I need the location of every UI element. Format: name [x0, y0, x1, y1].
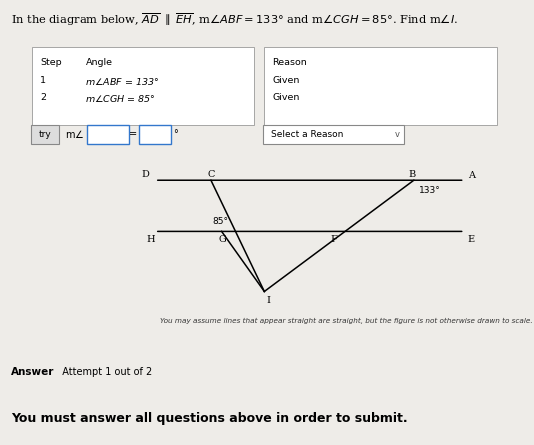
- Text: You may assume lines that appear straight are straight, but the figure is not ot: You may assume lines that appear straigh…: [160, 318, 533, 324]
- Text: v: v: [394, 130, 399, 139]
- Text: m$\angle CGH$ = 85°: m$\angle CGH$ = 85°: [85, 93, 156, 105]
- Text: Select a Reason: Select a Reason: [271, 130, 343, 139]
- Text: In the diagram below, $\overline{AD}$ $\parallel$ $\overline{EH}$, m$\angle ABF : In the diagram below, $\overline{AD}$ $\…: [11, 11, 458, 28]
- Text: =: =: [129, 129, 138, 139]
- Text: Reason: Reason: [272, 58, 307, 67]
- Text: Given: Given: [272, 76, 300, 85]
- Text: Angle: Angle: [85, 58, 113, 67]
- Text: try: try: [38, 130, 51, 139]
- Text: C: C: [207, 170, 215, 179]
- Text: E: E: [467, 235, 474, 244]
- Bar: [264, 47, 497, 125]
- Text: m$\angle$: m$\angle$: [65, 129, 84, 140]
- FancyBboxPatch shape: [87, 125, 129, 144]
- Text: Given: Given: [272, 93, 300, 102]
- Text: B: B: [409, 170, 416, 179]
- Text: F: F: [331, 235, 337, 244]
- FancyBboxPatch shape: [31, 125, 59, 144]
- Text: 85°: 85°: [213, 217, 229, 226]
- Text: You must answer all questions above in order to submit.: You must answer all questions above in o…: [11, 412, 407, 425]
- Text: Answer: Answer: [11, 367, 54, 377]
- Text: G: G: [219, 235, 226, 244]
- Text: 133°: 133°: [419, 186, 441, 195]
- FancyBboxPatch shape: [263, 125, 404, 144]
- Text: 2: 2: [40, 93, 46, 102]
- FancyBboxPatch shape: [139, 125, 171, 144]
- Text: m$\angle ABF$ = 133°: m$\angle ABF$ = 133°: [85, 76, 160, 87]
- Text: H: H: [147, 235, 155, 244]
- Text: °: °: [174, 129, 178, 139]
- Text: Step: Step: [40, 58, 61, 67]
- Bar: [32, 47, 254, 125]
- Text: 1: 1: [40, 76, 46, 85]
- Text: A: A: [468, 171, 475, 180]
- Text: Attempt 1 out of 2: Attempt 1 out of 2: [56, 367, 152, 377]
- Text: I: I: [266, 296, 271, 305]
- Text: D: D: [142, 170, 150, 179]
